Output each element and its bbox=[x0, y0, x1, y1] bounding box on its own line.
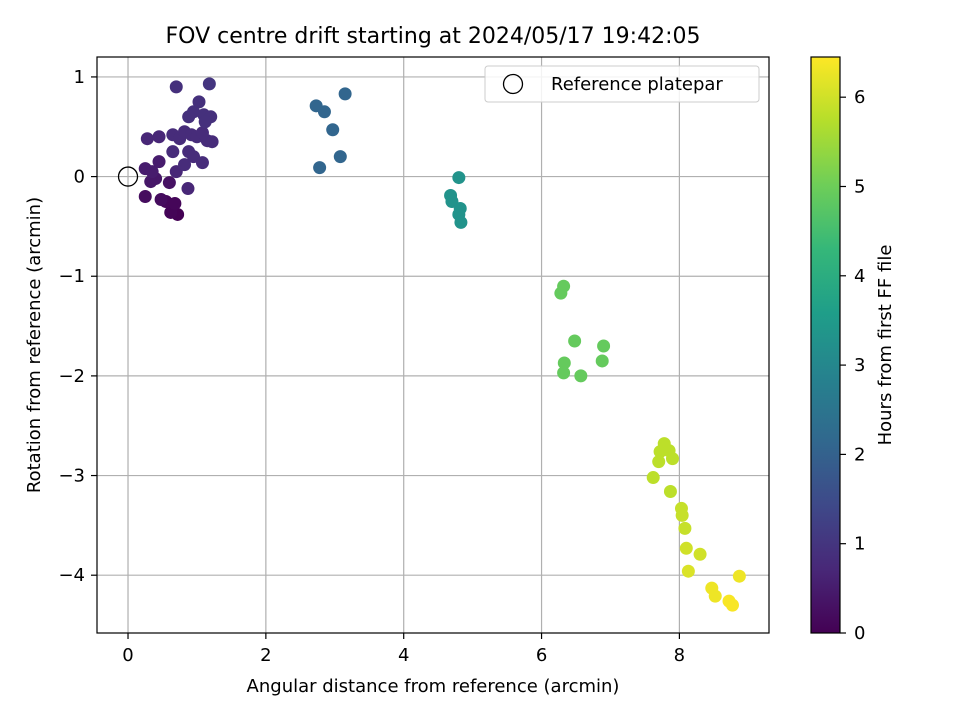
data-point bbox=[178, 158, 192, 172]
data-point bbox=[144, 175, 158, 189]
data-point bbox=[169, 80, 183, 94]
data-point bbox=[725, 598, 739, 612]
data-point bbox=[145, 165, 159, 179]
data-point bbox=[202, 77, 216, 91]
data-point bbox=[162, 176, 176, 190]
y-tick-label: −4 bbox=[58, 565, 85, 586]
colorbar-tick-label: 2 bbox=[854, 444, 865, 465]
data-point bbox=[574, 369, 588, 383]
data-point bbox=[452, 171, 466, 185]
data-point bbox=[181, 182, 195, 196]
colorbar-tick-label: 6 bbox=[854, 87, 865, 108]
legend-entry-reference: Reference platepar bbox=[551, 74, 723, 95]
data-point bbox=[595, 354, 609, 368]
reference-platepar-point bbox=[117, 166, 139, 187]
data-point bbox=[168, 196, 182, 210]
x-tick-label: 4 bbox=[398, 645, 409, 666]
data-point bbox=[652, 455, 666, 469]
data-point bbox=[338, 87, 352, 101]
data-point bbox=[152, 130, 166, 144]
data-point bbox=[166, 145, 180, 159]
data-point bbox=[198, 115, 212, 129]
colorbar-tick-label: 3 bbox=[854, 355, 865, 376]
data-points bbox=[138, 77, 746, 612]
plot-frame bbox=[96, 56, 770, 634]
data-point bbox=[681, 564, 695, 578]
data-point bbox=[597, 339, 611, 353]
y-tick-label: 0 bbox=[74, 167, 85, 188]
x-tick-label: 0 bbox=[122, 645, 133, 666]
data-point bbox=[192, 95, 206, 109]
data-point bbox=[454, 215, 468, 229]
colorbar-tick-label: 4 bbox=[854, 266, 865, 287]
data-point bbox=[333, 150, 347, 164]
data-point bbox=[317, 105, 331, 119]
data-point bbox=[313, 161, 327, 175]
data-point bbox=[666, 452, 680, 466]
x-tick-label: 6 bbox=[536, 645, 547, 666]
colorbar-label: Hours from first FF file bbox=[875, 245, 896, 446]
data-point bbox=[152, 155, 166, 169]
reference-marker bbox=[117, 166, 139, 187]
y-tick-label: −3 bbox=[58, 466, 85, 487]
x-axis-ticks: 0 2 4 6 8 bbox=[122, 633, 685, 666]
data-point bbox=[140, 132, 154, 146]
chart-title: FOV centre drift starting at 2024/05/17 … bbox=[166, 24, 701, 49]
y-axis-ticks: 1 0 −1 −2 −3 −4 bbox=[58, 67, 97, 586]
y-tick-label: −2 bbox=[58, 366, 85, 387]
y-tick-label: 1 bbox=[74, 67, 85, 88]
colorbar-tick-label: 5 bbox=[854, 176, 865, 197]
x-tick-label: 8 bbox=[674, 645, 685, 666]
colorbar-gradient bbox=[810, 56, 841, 634]
data-point bbox=[326, 123, 340, 137]
data-point bbox=[568, 334, 582, 348]
data-point bbox=[663, 484, 677, 498]
data-point bbox=[138, 190, 152, 204]
legend-box bbox=[484, 65, 760, 103]
colorbar-ticks: 0 1 2 3 4 5 6 bbox=[840, 87, 865, 644]
data-point bbox=[205, 135, 219, 149]
data-point bbox=[182, 110, 196, 124]
data-point bbox=[557, 366, 571, 380]
colorbar: 0 1 2 3 4 5 6 Hours from first FF file bbox=[810, 56, 896, 644]
legend: Reference platepar bbox=[484, 65, 760, 103]
colorbar-tick-label: 1 bbox=[854, 534, 865, 555]
data-point bbox=[732, 569, 746, 583]
data-point bbox=[195, 156, 209, 170]
colorbar-tick-label: 0 bbox=[854, 623, 865, 644]
data-point bbox=[679, 541, 693, 555]
y-axis-label: Rotation from reference (arcmin) bbox=[24, 197, 45, 493]
data-point bbox=[678, 521, 692, 535]
data-point bbox=[154, 193, 168, 207]
data-point bbox=[557, 356, 571, 370]
y-tick-label: −1 bbox=[58, 266, 85, 287]
legend-marker-reference bbox=[502, 73, 524, 95]
data-point bbox=[693, 547, 707, 561]
x-tick-label: 2 bbox=[260, 645, 271, 666]
x-axis-label: Angular distance from reference (arcmin) bbox=[247, 676, 620, 697]
data-point bbox=[675, 508, 689, 522]
data-point bbox=[708, 589, 722, 603]
grid-lines bbox=[97, 57, 769, 633]
data-point bbox=[646, 471, 660, 485]
data-point bbox=[554, 286, 568, 300]
